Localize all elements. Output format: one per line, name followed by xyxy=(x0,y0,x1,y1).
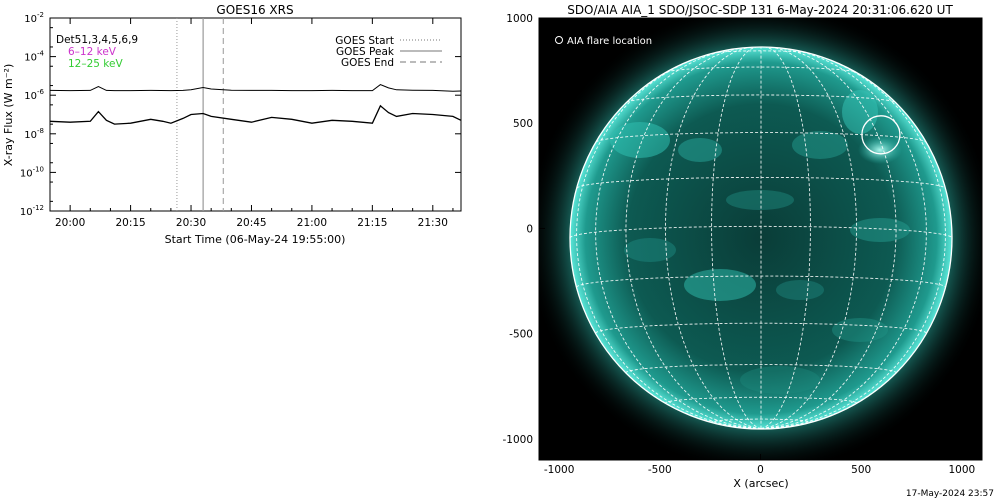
grid-longitude-line xyxy=(760,48,927,429)
grid-longitude-line xyxy=(595,48,762,429)
aia-panel: SDO/AIA AIA_1 SDO/JSOC-SDP 131 6-May-202… xyxy=(502,3,983,490)
goes-y-tick-label: 10-10 xyxy=(20,165,44,179)
goes-series-6-12kev-line xyxy=(50,84,461,92)
goes-series-group xyxy=(50,84,461,125)
goes-x-tick-label: 20:45 xyxy=(236,217,266,229)
aia-x-tick-label: 500 xyxy=(851,464,871,476)
goes-legend-12-25kev: 12–25 keV xyxy=(68,58,123,70)
aia-legend-symbol xyxy=(555,36,563,44)
footer-timestamp: 17-May-2024 23:57 xyxy=(906,489,994,499)
heliographic-grid xyxy=(570,47,952,429)
aia-flare-location-marker xyxy=(861,115,901,155)
goes-x-tick-label: 21:15 xyxy=(357,217,387,229)
goes-y-tick-label: 10-4 xyxy=(24,50,44,64)
goes-event-markers xyxy=(176,18,224,211)
aia-y-tick-label: -500 xyxy=(509,329,533,341)
goes-x-ticks: 20:00 20:15 20:30 20:45 21:00 21:15 21:30 xyxy=(49,18,454,229)
grid-longitude-line xyxy=(760,47,897,429)
legend-goes-peak-label: GOES Peak xyxy=(336,46,395,58)
aia-y-tick-label: 0 xyxy=(526,223,533,235)
goes-x-tick-label: 21:00 xyxy=(297,217,327,229)
aia-x-tick-label: 0 xyxy=(757,464,764,476)
aia-title: SDO/AIA AIA_1 SDO/JSOC-SDP 131 6-May-202… xyxy=(567,3,953,17)
grid-latitude-line xyxy=(711,418,811,424)
legend-goes-end-label: GOES End xyxy=(341,57,394,69)
aia-x-tick-label: 1000 xyxy=(948,464,975,476)
aia-xlabel: X (arcsec) xyxy=(733,477,788,490)
goes-ylabel: X-ray Flux (W m⁻²) xyxy=(2,64,15,166)
goes-legend-6-12kev: 6–12 keV xyxy=(68,46,117,58)
legend-goes-start-label: GOES Start xyxy=(335,35,394,47)
grid-latitude-line xyxy=(666,66,856,73)
goes-x-tick-label: 20:15 xyxy=(115,217,145,229)
aia-y-tick-label: 1000 xyxy=(506,13,533,25)
grid-latitude-line xyxy=(626,94,896,103)
aia-legend-text: AIA flare location xyxy=(567,36,652,47)
goes-title: GOES16 XRS xyxy=(216,3,293,17)
goes-x-tick-label: 20:30 xyxy=(176,217,206,229)
goes-series-12-25kev-line xyxy=(50,104,461,125)
goes-marker-legend: GOES Start GOES Peak GOES End xyxy=(335,35,442,69)
grid-longitude-line xyxy=(625,47,762,429)
grid-longitude-line xyxy=(760,47,857,429)
aia-x-tick-label: -500 xyxy=(648,464,672,476)
grid-latitude-line xyxy=(625,364,897,374)
aia-x-ticks: -1000 -500 0 500 1000 xyxy=(544,454,975,476)
goes-x-tick-label: 21:30 xyxy=(418,217,448,229)
aia-y-ticks: -1000 -500 0 500 1000 xyxy=(502,13,545,446)
goes-y-tick-label: 10-2 xyxy=(24,11,44,25)
goes-xlabel: Start Time (06-May-24 19:55:00) xyxy=(165,233,346,246)
grid-longitude-line xyxy=(665,47,762,429)
aia-y-tick-label: 500 xyxy=(513,118,533,130)
grid-longitude-line xyxy=(760,52,946,429)
aia-x-tick-label: -1000 xyxy=(544,464,575,476)
sun-active-regions xyxy=(610,90,910,394)
grid-longitude-line xyxy=(576,52,762,429)
goes-y-tick-label: 10-12 xyxy=(20,204,44,218)
goes-x-tick-label: 20:00 xyxy=(55,217,85,229)
aia-y-tick-label: -1000 xyxy=(502,434,533,446)
goes-panel: GOES16 XRS 10-12 10-10 10-8 10-6 10-4 10-2 20… xyxy=(2,3,462,246)
goes-detectors-label: Det51,3,4,5,6,9 xyxy=(56,34,138,46)
goes-plot-frame xyxy=(49,17,462,212)
goes-y-tick-label: 10-8 xyxy=(24,127,44,141)
sun-limb xyxy=(569,46,953,430)
goes-y-tick-label: 10-6 xyxy=(24,88,44,102)
